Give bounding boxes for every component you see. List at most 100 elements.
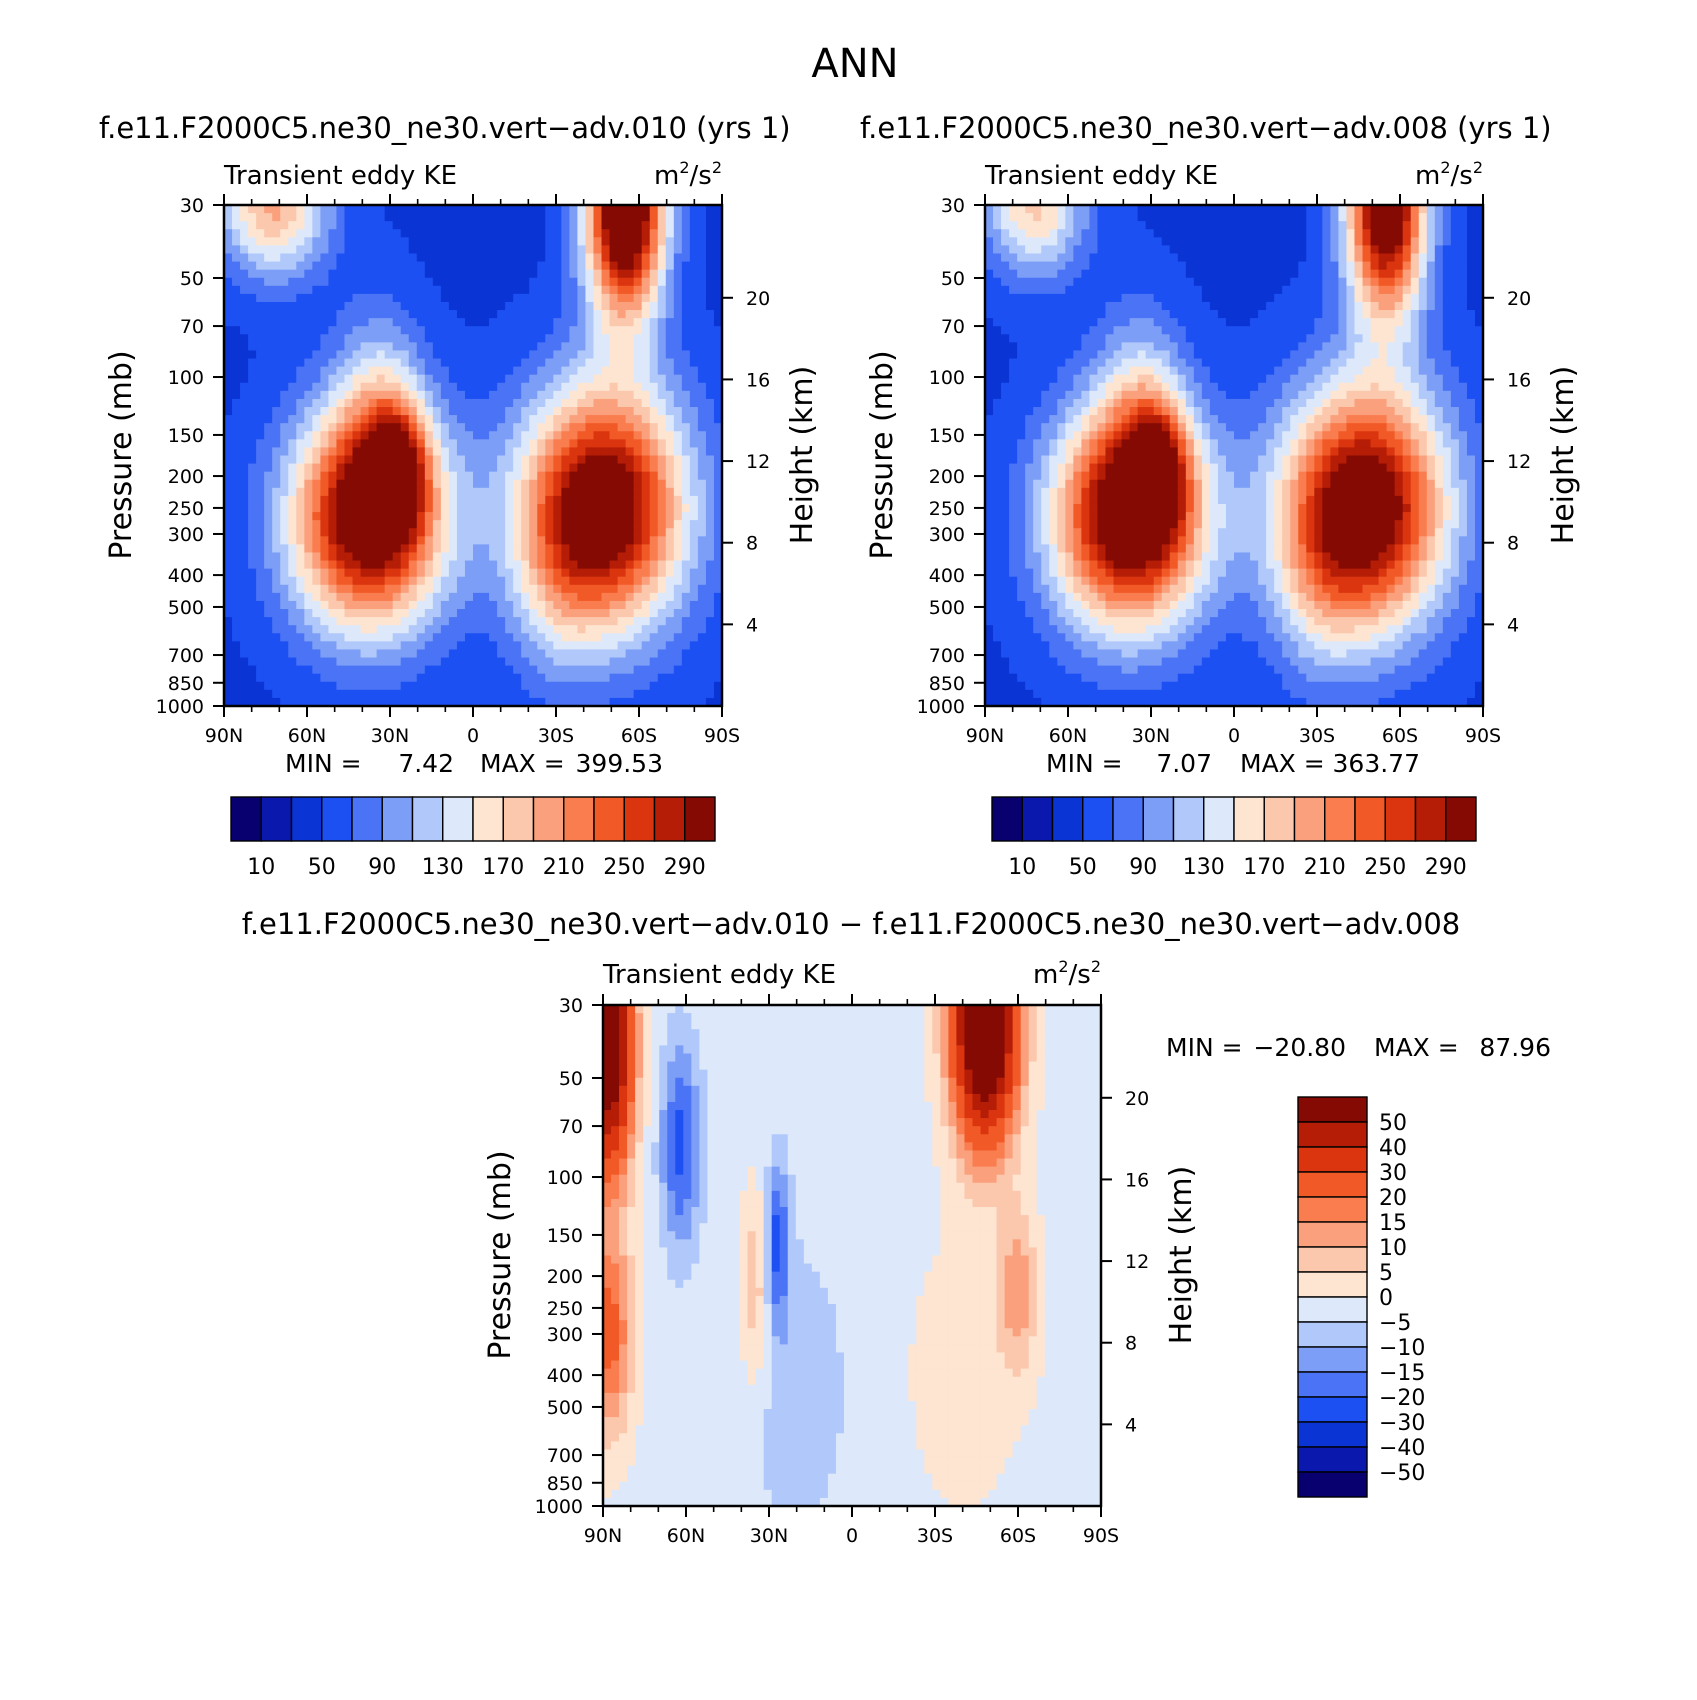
field-cell	[625, 253, 635, 263]
field-cell	[649, 455, 659, 465]
field-cell	[713, 503, 722, 513]
y-tick-label: 250	[168, 498, 204, 520]
field-cell	[697, 407, 707, 416]
field-cell	[689, 633, 699, 642]
field-cell	[336, 261, 346, 271]
field-cell	[432, 625, 442, 634]
field-cell	[456, 657, 466, 667]
field-cell	[1458, 318, 1468, 327]
field-cell	[440, 229, 450, 238]
field-cell	[697, 342, 707, 352]
field-cell	[553, 681, 562, 691]
field-cell	[617, 600, 627, 610]
field-cell	[320, 310, 330, 319]
field-cell	[1274, 213, 1283, 222]
field-cell	[705, 293, 715, 303]
field-cell	[1009, 221, 1018, 230]
field-cell	[561, 520, 570, 529]
field-cell	[1250, 245, 1259, 255]
field-cell	[529, 407, 538, 416]
field-cell	[384, 237, 394, 246]
field-cell	[360, 503, 370, 513]
field-cell	[248, 407, 257, 416]
field-cell	[497, 439, 506, 449]
field-cell	[1362, 326, 1372, 335]
field-cell	[240, 293, 249, 303]
field-cell	[713, 697, 722, 706]
field-cell	[593, 649, 603, 659]
field-cell	[424, 431, 434, 440]
field-cell	[416, 503, 426, 513]
field-cell	[288, 592, 297, 602]
field-cell	[497, 366, 506, 376]
field-cell	[529, 479, 538, 489]
field-cell	[1169, 213, 1179, 222]
field-cell	[617, 398, 627, 408]
field-cell	[1105, 277, 1115, 287]
field-cell	[1298, 326, 1307, 335]
field-cell	[481, 560, 490, 570]
field-cell	[320, 326, 330, 335]
field-cell	[673, 350, 683, 360]
field-cell	[673, 689, 683, 699]
field-cell	[697, 431, 707, 440]
field-cell	[280, 237, 289, 246]
field-cell	[697, 576, 707, 586]
field-cell	[1217, 277, 1227, 287]
field-cell	[368, 261, 378, 271]
field-cell	[689, 382, 699, 392]
field-cell	[1033, 318, 1042, 327]
field-cell	[296, 536, 305, 545]
field-cell	[625, 520, 635, 529]
field-cell	[360, 431, 370, 440]
field-cell	[473, 229, 482, 238]
field-cell	[545, 374, 554, 384]
field-cell	[1225, 269, 1235, 279]
field-cell	[1386, 213, 1396, 222]
field-cell	[320, 617, 330, 626]
field-cell	[416, 544, 426, 554]
field-cell	[1474, 213, 1483, 222]
field-cell	[537, 609, 546, 618]
field-cell	[681, 398, 691, 408]
field-cell	[489, 544, 498, 554]
field-cell	[440, 633, 450, 642]
field-cell	[705, 528, 715, 537]
field-cell	[537, 520, 546, 529]
field-cell	[408, 229, 418, 238]
field-cell	[497, 285, 506, 295]
field-cell	[440, 600, 450, 610]
field-cell	[1274, 285, 1283, 295]
field-cell	[529, 269, 538, 279]
field-cell	[336, 205, 346, 214]
field-cell	[248, 641, 257, 651]
field-cell	[561, 358, 570, 368]
field-cell	[240, 479, 249, 489]
field-cell	[1450, 213, 1460, 222]
field-cell	[440, 641, 450, 651]
field-cell	[248, 334, 257, 343]
field-cell	[440, 495, 450, 505]
field-cell	[537, 326, 546, 335]
field-cell	[593, 431, 603, 440]
field-cell	[1169, 277, 1179, 287]
field-cell	[617, 326, 627, 335]
field-cell	[569, 310, 579, 319]
field-cell	[649, 512, 659, 521]
field-cell	[1161, 261, 1171, 271]
field-cell	[537, 439, 546, 449]
field-cell	[633, 310, 643, 319]
field-cell	[352, 552, 362, 562]
field-cell	[473, 221, 482, 230]
field-cell	[705, 285, 715, 295]
field-cell	[1105, 253, 1115, 263]
field-cell	[1314, 253, 1323, 263]
field-cell	[352, 617, 362, 626]
field-cell	[400, 487, 410, 497]
field-cell	[993, 205, 1002, 214]
field-cell	[368, 301, 378, 311]
field-cell	[1073, 229, 1082, 238]
field-cell	[296, 407, 305, 416]
field-cell	[1306, 253, 1315, 263]
field-cell	[352, 285, 362, 295]
